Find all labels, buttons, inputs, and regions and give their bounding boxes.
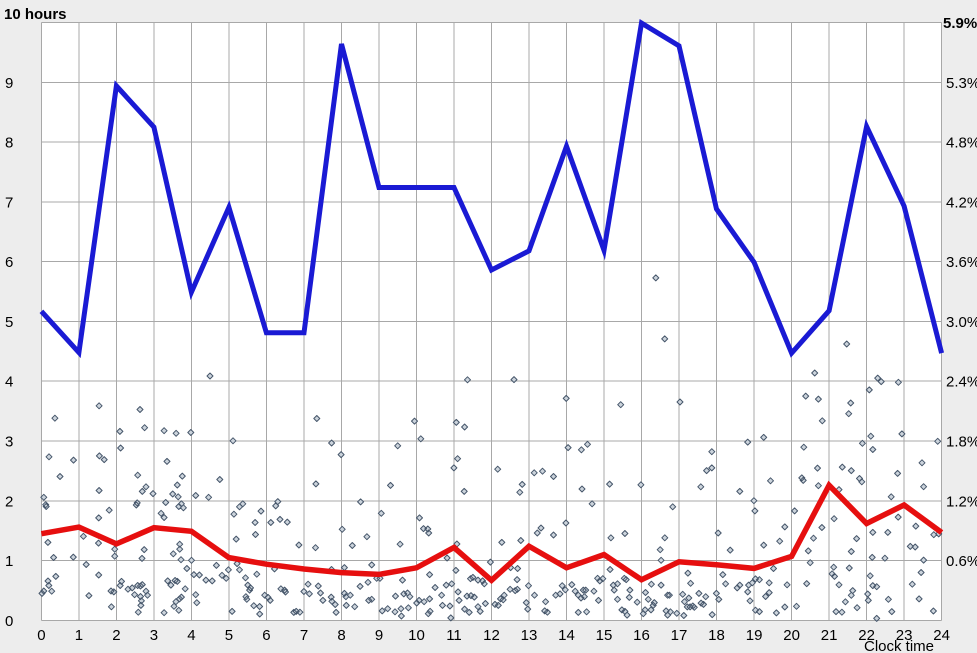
svg-text:2: 2 xyxy=(112,627,120,644)
svg-text:5: 5 xyxy=(225,627,233,644)
svg-text:20: 20 xyxy=(783,627,800,644)
svg-text:23: 23 xyxy=(896,627,913,644)
svg-text:3.0%: 3.0% xyxy=(946,314,977,331)
svg-text:13: 13 xyxy=(521,627,538,644)
svg-text:8: 8 xyxy=(5,135,13,152)
svg-text:4.8%: 4.8% xyxy=(946,135,977,152)
svg-text:1.8%: 1.8% xyxy=(946,434,977,451)
svg-text:5: 5 xyxy=(5,314,13,331)
svg-text:10: 10 xyxy=(408,627,425,644)
svg-text:5.9%: 5.9% xyxy=(943,15,977,32)
svg-text:1: 1 xyxy=(75,627,83,644)
svg-text:9: 9 xyxy=(5,75,13,92)
svg-text:Clock time: Clock time xyxy=(864,638,934,653)
svg-text:17: 17 xyxy=(671,627,688,644)
svg-text:18: 18 xyxy=(708,627,725,644)
svg-text:5.3%: 5.3% xyxy=(946,75,977,92)
svg-text:0.6%: 0.6% xyxy=(946,553,977,570)
svg-text:6: 6 xyxy=(5,254,13,271)
svg-text:3.6%: 3.6% xyxy=(946,254,977,271)
svg-text:12: 12 xyxy=(483,627,500,644)
svg-text:0: 0 xyxy=(5,613,13,630)
svg-text:22: 22 xyxy=(858,627,875,644)
svg-text:4: 4 xyxy=(5,374,13,391)
svg-text:10 hours: 10 hours xyxy=(4,6,67,23)
svg-text:3: 3 xyxy=(5,434,13,451)
svg-text:4: 4 xyxy=(187,627,195,644)
svg-text:7: 7 xyxy=(5,194,13,211)
svg-text:9: 9 xyxy=(375,627,383,644)
svg-text:11: 11 xyxy=(446,627,462,644)
svg-text:16: 16 xyxy=(633,627,650,644)
svg-text:7: 7 xyxy=(300,627,308,644)
svg-text:19: 19 xyxy=(746,627,763,644)
svg-text:3: 3 xyxy=(150,627,158,644)
svg-text:2: 2 xyxy=(5,493,13,510)
svg-text:14: 14 xyxy=(558,627,575,644)
svg-text:1.2%: 1.2% xyxy=(946,493,977,510)
svg-text:4.2%: 4.2% xyxy=(946,194,977,211)
svg-text:24: 24 xyxy=(933,627,950,644)
svg-text:2.4%: 2.4% xyxy=(946,374,977,391)
svg-text:15: 15 xyxy=(596,627,613,644)
svg-text:0: 0 xyxy=(37,627,45,644)
svg-text:1: 1 xyxy=(5,553,13,570)
svg-text:8: 8 xyxy=(337,627,345,644)
svg-text:6: 6 xyxy=(262,627,270,644)
svg-text:21: 21 xyxy=(821,627,838,644)
